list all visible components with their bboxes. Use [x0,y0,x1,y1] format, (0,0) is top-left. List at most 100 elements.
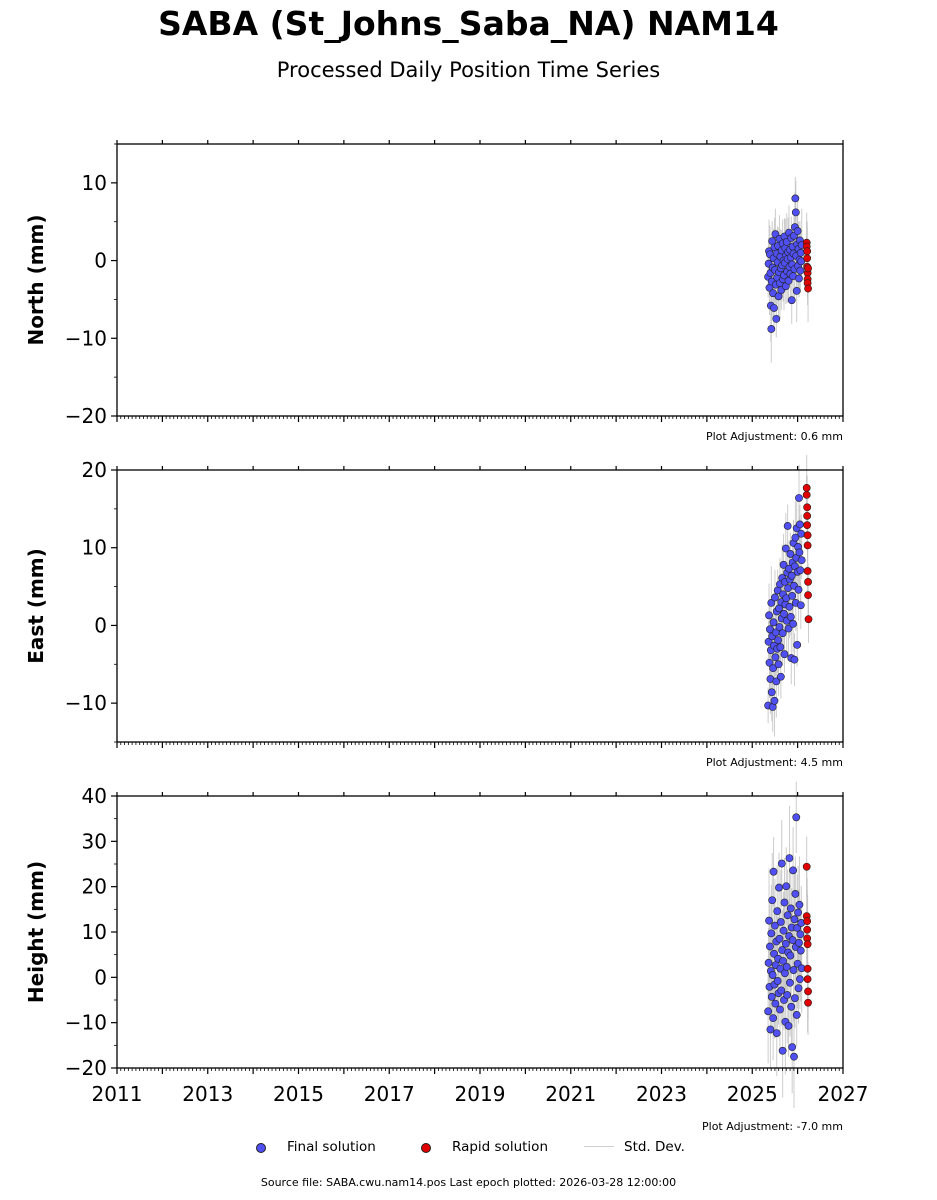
source-footer: Source file: SABA.cwu.nam14.pos Last epo… [260,1176,677,1189]
data-point [771,593,779,602]
plot-frame-east [116,469,844,743]
data-point [796,601,805,610]
data-point [803,567,812,575]
y-axis-label: East (mm) [24,548,48,664]
data-point [785,854,794,863]
data-point [796,566,805,575]
data-point [792,286,801,295]
data-point [779,957,788,965]
data-point [772,314,781,323]
data-point [765,658,774,667]
data-point [803,503,812,512]
data-point [787,571,796,580]
data-point [795,548,804,557]
x-tick-label: 2025 [727,1082,778,1106]
data-point [788,591,797,600]
data-point [794,908,802,917]
data-point [776,1005,784,1014]
data-point [776,918,785,926]
data-point [789,866,797,875]
data-point [780,898,789,907]
data-point [771,653,780,662]
data-point [794,984,803,993]
data-point [804,987,812,996]
data-point [789,966,798,974]
plot-adjustment-note: Plot Adjustment: 4.5 mm [706,756,843,769]
data-point [771,921,779,930]
data-point [781,939,790,948]
data-point [780,609,788,618]
data-point [793,924,802,932]
y-tick-label: −10 [65,691,107,715]
data-point [804,591,812,600]
data-point [794,585,803,594]
data-point [775,934,784,943]
data-point [769,664,778,673]
data-point [802,862,811,871]
data-point [803,940,812,949]
data-point [764,1007,773,1016]
data-point [793,640,802,649]
data-point [764,637,773,646]
legend-item-stddev: Std. Dev. [584,1137,714,1157]
data-point [786,904,795,913]
x-tick-label: 2021 [545,1082,596,1106]
data-point [783,911,792,920]
data-point [804,578,812,586]
x-tick-label: 2027 [818,1082,869,1106]
data-point [768,971,777,979]
data-point [796,266,805,275]
data-point [792,813,801,822]
data-point [782,882,791,891]
data-point [803,521,812,530]
x-tick-label: 2013 [182,1082,233,1106]
data-point [780,650,789,659]
data-point [773,907,782,916]
y-tick-label: −10 [65,326,107,350]
x-tick-label: 2023 [636,1082,687,1106]
data-point [767,992,776,1001]
data-point [769,618,778,627]
data-point [803,247,812,256]
data-point [790,655,799,664]
y-axis-label: Height (mm) [24,861,48,1003]
data-point [778,629,787,638]
legend-marker-rapid [421,1143,431,1153]
y-tick-label: 10 [82,920,107,944]
data-point [803,925,812,934]
data-point [777,859,786,868]
data-point [804,615,813,624]
y-tick-label: −20 [65,1056,107,1080]
data-point [778,1046,787,1055]
legend: Final solution Rapid solution Std. Dev. [0,1137,937,1159]
data-point [779,560,788,569]
legend-label-stddev: Std. Dev. [624,1139,685,1155]
data-point [786,951,795,960]
data-point [775,623,784,631]
data-point [767,325,776,333]
data-point [791,994,799,1003]
data-point [803,917,812,926]
legend-marker-final [256,1143,266,1153]
data-point [769,867,778,876]
data-point [786,612,795,621]
plot-adjustment-note: Plot Adjustment: -7.0 mm [702,1120,843,1133]
data-point [783,522,792,530]
data-point [793,227,802,235]
data-point [781,544,790,553]
data-point [803,975,812,984]
series-final-north [764,194,806,333]
data-point [803,531,812,540]
series-final-height [764,813,806,1061]
data-point [797,556,806,565]
data-point [772,1029,781,1037]
data-point [791,533,800,542]
data-point [786,550,795,558]
data-point [770,949,778,958]
data-point [791,890,800,898]
data-point [765,916,773,925]
data-point [795,520,804,529]
y-tick-label: 20 [82,458,107,482]
panel-north: −20 −10 0 10 North (mm) Plot Adjustment: 0.6 … [24,140,844,443]
